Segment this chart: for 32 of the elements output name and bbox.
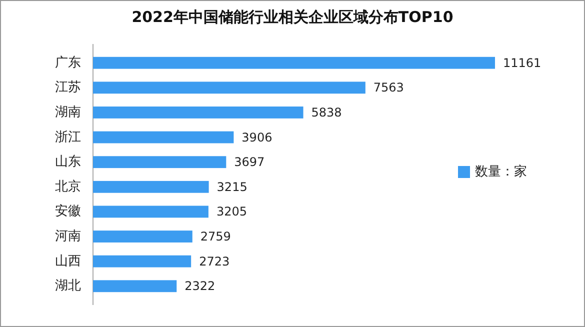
y-tick-label: 山东 [55, 154, 81, 170]
bar [93, 180, 209, 193]
y-tick-label: 北京 [55, 179, 81, 194]
legend-label: 数量：家 [475, 164, 527, 180]
bar [93, 280, 177, 292]
data-label: 3205 [216, 204, 247, 219]
data-label: 2322 [184, 279, 216, 294]
y-tick-label: 河南 [55, 229, 81, 244]
bar [93, 82, 366, 94]
bar [93, 56, 495, 69]
y-tick-label: 山西 [55, 254, 81, 269]
y-tick-label: 广东 [55, 55, 81, 70]
data-label: 5838 [311, 105, 342, 120]
y-tick-label: 湖北 [55, 278, 81, 294]
data-label: 2759 [200, 230, 231, 244]
chart-title: 2022年中国储能行业相关企业区域分布TOP10 [132, 8, 454, 26]
bar [93, 156, 226, 168]
data-label: 3215 [216, 180, 248, 194]
data-label: 11161 [503, 56, 542, 70]
data-label: 3697 [234, 155, 265, 170]
data-label: 7563 [373, 80, 404, 95]
bar [93, 106, 304, 118]
bar [93, 230, 192, 242]
bar [93, 131, 234, 144]
y-tick-label: 湖南 [55, 104, 81, 120]
y-tick-label: 安徽 [55, 203, 81, 220]
bar [93, 255, 192, 268]
bar [93, 206, 208, 218]
data-label: 2723 [199, 254, 230, 268]
data-label: 3906 [242, 130, 272, 144]
y-tick-label: 浙江 [55, 130, 81, 145]
y-tick-label: 江苏 [55, 80, 81, 96]
